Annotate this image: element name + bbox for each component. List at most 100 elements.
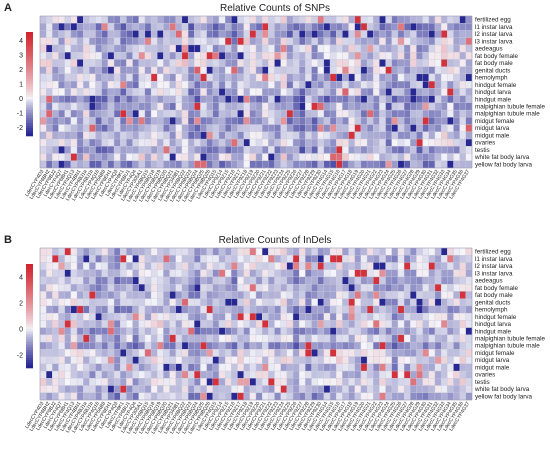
heatmap-border	[39, 15, 473, 169]
heatmap-cell	[113, 109, 121, 118]
heatmap-cell	[422, 305, 429, 314]
heatmap-cell	[453, 392, 460, 401]
heatmap-cell	[237, 363, 244, 372]
heatmap-cell	[157, 385, 164, 393]
color-scale-segment	[26, 34, 33, 38]
heatmap-cell	[150, 291, 158, 299]
heatmap-cell	[206, 80, 213, 89]
heatmap-cell	[39, 276, 47, 285]
heatmap-cell	[101, 312, 109, 321]
heatmap-cell	[280, 291, 288, 299]
heatmap-cell	[459, 363, 466, 372]
heatmap-cell	[181, 66, 189, 75]
heatmap-cell	[465, 153, 473, 161]
heatmap-cell	[465, 370, 473, 379]
heatmap-cell	[329, 247, 337, 256]
heatmap-cell	[76, 378, 84, 386]
heatmap-cell	[354, 37, 362, 46]
heatmap-cell	[46, 117, 53, 125]
heatmap-cell	[181, 160, 189, 169]
heatmap-cell	[299, 80, 306, 89]
heatmap-cell	[175, 23, 183, 31]
heatmap-cell	[157, 124, 164, 132]
heatmap-cell	[163, 298, 170, 307]
heatmap-cell	[416, 305, 423, 314]
heatmap-cell	[120, 59, 127, 67]
heatmap-cell	[379, 146, 386, 154]
heatmap-cell	[76, 160, 84, 169]
heatmap-cell	[354, 109, 362, 118]
color-scale-segment	[26, 60, 33, 64]
heatmap-cell	[126, 276, 133, 285]
heatmap-cell	[416, 131, 423, 140]
heatmap-cell	[89, 80, 96, 89]
heatmap-cell	[224, 349, 232, 357]
heatmap-cell	[46, 298, 53, 307]
heatmap-cell	[120, 66, 127, 75]
heatmap-cell	[70, 131, 78, 140]
heatmap-cell	[218, 298, 226, 307]
heatmap-cell	[76, 305, 84, 314]
heatmap-cell	[403, 23, 411, 31]
color-scale-segment	[26, 297, 33, 301]
heatmap-cell	[428, 95, 436, 104]
heatmap-cell	[200, 153, 207, 161]
heatmap-cell	[83, 370, 90, 379]
heatmap-cell	[120, 88, 127, 96]
heatmap-cell	[391, 291, 399, 299]
heatmap-cell	[101, 291, 109, 299]
heatmap-cell	[89, 269, 96, 278]
heatmap-cell	[317, 320, 325, 328]
heatmap-cell	[150, 15, 158, 24]
heatmap-cell	[354, 385, 362, 393]
heatmap-cell	[416, 378, 423, 386]
heatmap-cell	[83, 37, 90, 46]
heatmap-cell	[126, 138, 133, 147]
heatmap-cell	[459, 146, 466, 154]
heatmap-cell	[292, 23, 300, 31]
heatmap-cell	[379, 356, 386, 364]
heatmap-cell	[385, 378, 392, 386]
heatmap-cell	[58, 378, 65, 386]
heatmap-cell	[157, 37, 164, 46]
heatmap-cell	[83, 334, 90, 343]
row-label: yellow fat body larva	[475, 393, 533, 400]
heatmap-cell	[379, 88, 386, 96]
heatmap-cell	[163, 269, 170, 278]
heatmap-cell	[336, 363, 343, 372]
heatmap-cell	[218, 255, 226, 263]
heatmap-cell	[447, 349, 454, 357]
heatmap-cell	[249, 356, 257, 364]
heatmap-cell	[132, 312, 139, 321]
heatmap-cell	[64, 80, 72, 89]
heatmap-cell	[163, 66, 170, 75]
color-scale-segment	[26, 274, 33, 278]
heatmap-cell	[212, 44, 220, 53]
heatmap-cell	[39, 44, 47, 53]
heatmap-cell	[379, 117, 386, 125]
heatmap-cell	[379, 160, 386, 169]
heatmap-cell	[268, 66, 275, 75]
heatmap-cell	[194, 284, 201, 292]
heatmap-cell	[194, 138, 201, 147]
heatmap-cell	[299, 88, 306, 96]
heatmap-cell	[101, 349, 109, 357]
heatmap-cell	[212, 30, 220, 38]
heatmap-cell	[292, 59, 300, 67]
color-scale-segment	[26, 115, 33, 119]
heatmap-cell	[354, 341, 362, 350]
heatmap-cell	[366, 37, 374, 46]
heatmap-cell	[391, 23, 399, 31]
heatmap-cell	[218, 269, 226, 278]
heatmap-cell	[422, 138, 429, 147]
heatmap-cell	[360, 66, 368, 75]
heatmap-cell	[194, 385, 201, 393]
heatmap-cell	[89, 291, 96, 299]
heatmap-cell	[150, 73, 158, 82]
heatmap-cell	[268, 52, 275, 60]
heatmap-cell	[70, 66, 78, 75]
heatmap-cell	[465, 305, 473, 314]
heatmap-cell	[453, 284, 460, 292]
heatmap-cell	[391, 160, 399, 169]
heatmap-cell	[262, 298, 269, 307]
